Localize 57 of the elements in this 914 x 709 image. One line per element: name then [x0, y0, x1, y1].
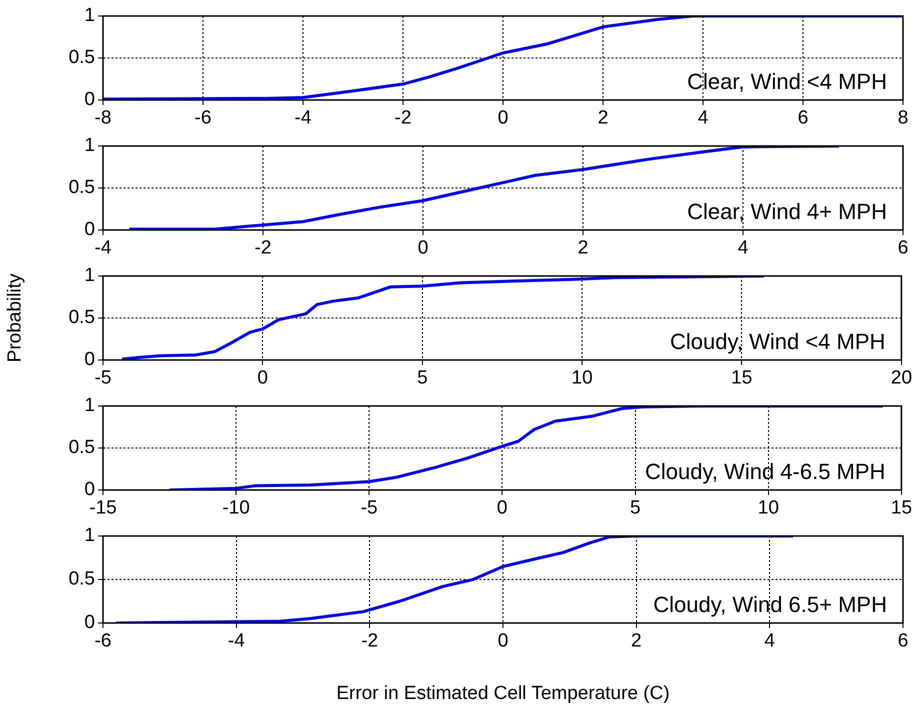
annotation: Cloudy, Wind 6.5+ MPH	[653, 592, 887, 618]
x-tick-label: 0	[498, 630, 508, 652]
y-tick-label: 0.5	[68, 568, 95, 590]
y-tick-label: 0.5	[68, 177, 95, 198]
y-tick-label: 0.5	[68, 47, 95, 68]
x-tick-label: 15	[890, 498, 912, 519]
x-tick-label: 0	[418, 238, 428, 259]
x-tick-label: 8	[898, 108, 908, 129]
x-tick-label: 10	[758, 498, 779, 519]
x-tick-label: -6	[194, 108, 212, 129]
y-tick-label: 0.5	[68, 307, 95, 328]
y-tick-label: 0.5	[68, 437, 95, 458]
x-tick-label: 10	[571, 368, 593, 389]
y-tick-label: 0	[84, 612, 95, 634]
x-tick-label: -2	[361, 630, 378, 652]
x-tick-label: -15	[89, 498, 117, 519]
x-tick-label: 0	[498, 108, 508, 129]
x-tick-label: -8	[94, 108, 112, 129]
x-tick-label: 0	[496, 498, 508, 519]
x-tick-label: 6	[898, 238, 908, 259]
x-tick-label: -2	[254, 238, 272, 259]
y-tick-label: 0	[84, 219, 95, 240]
x-tick-label: -10	[222, 498, 250, 519]
x-tick-label: -5	[360, 498, 378, 519]
y-tick-label: 1	[84, 135, 95, 156]
y-tick-label: 1	[84, 525, 95, 546]
x-tick-label: -2	[394, 108, 412, 129]
x-tick-label: 5	[417, 368, 428, 389]
x-tick-label: 2	[578, 238, 588, 259]
x-tick-label: -5	[94, 368, 112, 389]
annotation: Clear, Wind 4+ MPH	[687, 199, 887, 224]
x-tick-label: 0	[257, 368, 268, 389]
y-tick-label: 1	[84, 395, 95, 416]
x-tick-label: 6	[898, 630, 908, 652]
x-tick-label: -4	[228, 630, 246, 652]
x-tick-label: 15	[731, 368, 752, 389]
annotation: Cloudy, Wind <4 MPH	[670, 329, 886, 354]
y-tick-label: 1	[84, 265, 95, 286]
x-tick-label: 5	[630, 498, 641, 519]
y-tick-label: 0	[84, 479, 95, 500]
x-tick-label: 4	[764, 630, 776, 652]
annotation: Clear, Wind <4 MPH	[687, 69, 887, 94]
x-tick-label: 4	[738, 238, 749, 259]
x-tick-label: 2	[598, 108, 608, 129]
x-axis-title: Error in Estimated Cell Temperature (C)	[336, 682, 670, 704]
annotation: Cloudy, Wind 4-6.5 MPH	[644, 459, 886, 484]
y-tick-label: 0	[84, 349, 95, 370]
x-tick-label: 2	[631, 630, 642, 652]
x-tick-label: -4	[294, 108, 312, 129]
x-tick-label: 20	[890, 368, 912, 389]
x-tick-label: 6	[798, 108, 808, 129]
x-tick-label: -4	[94, 238, 112, 259]
y-tick-label: 1	[84, 5, 95, 26]
y-tick-label: 0	[84, 89, 95, 110]
x-tick-label: -6	[94, 630, 112, 652]
y-axis-title: Probability	[4, 273, 26, 362]
x-tick-label: 4	[698, 108, 709, 129]
